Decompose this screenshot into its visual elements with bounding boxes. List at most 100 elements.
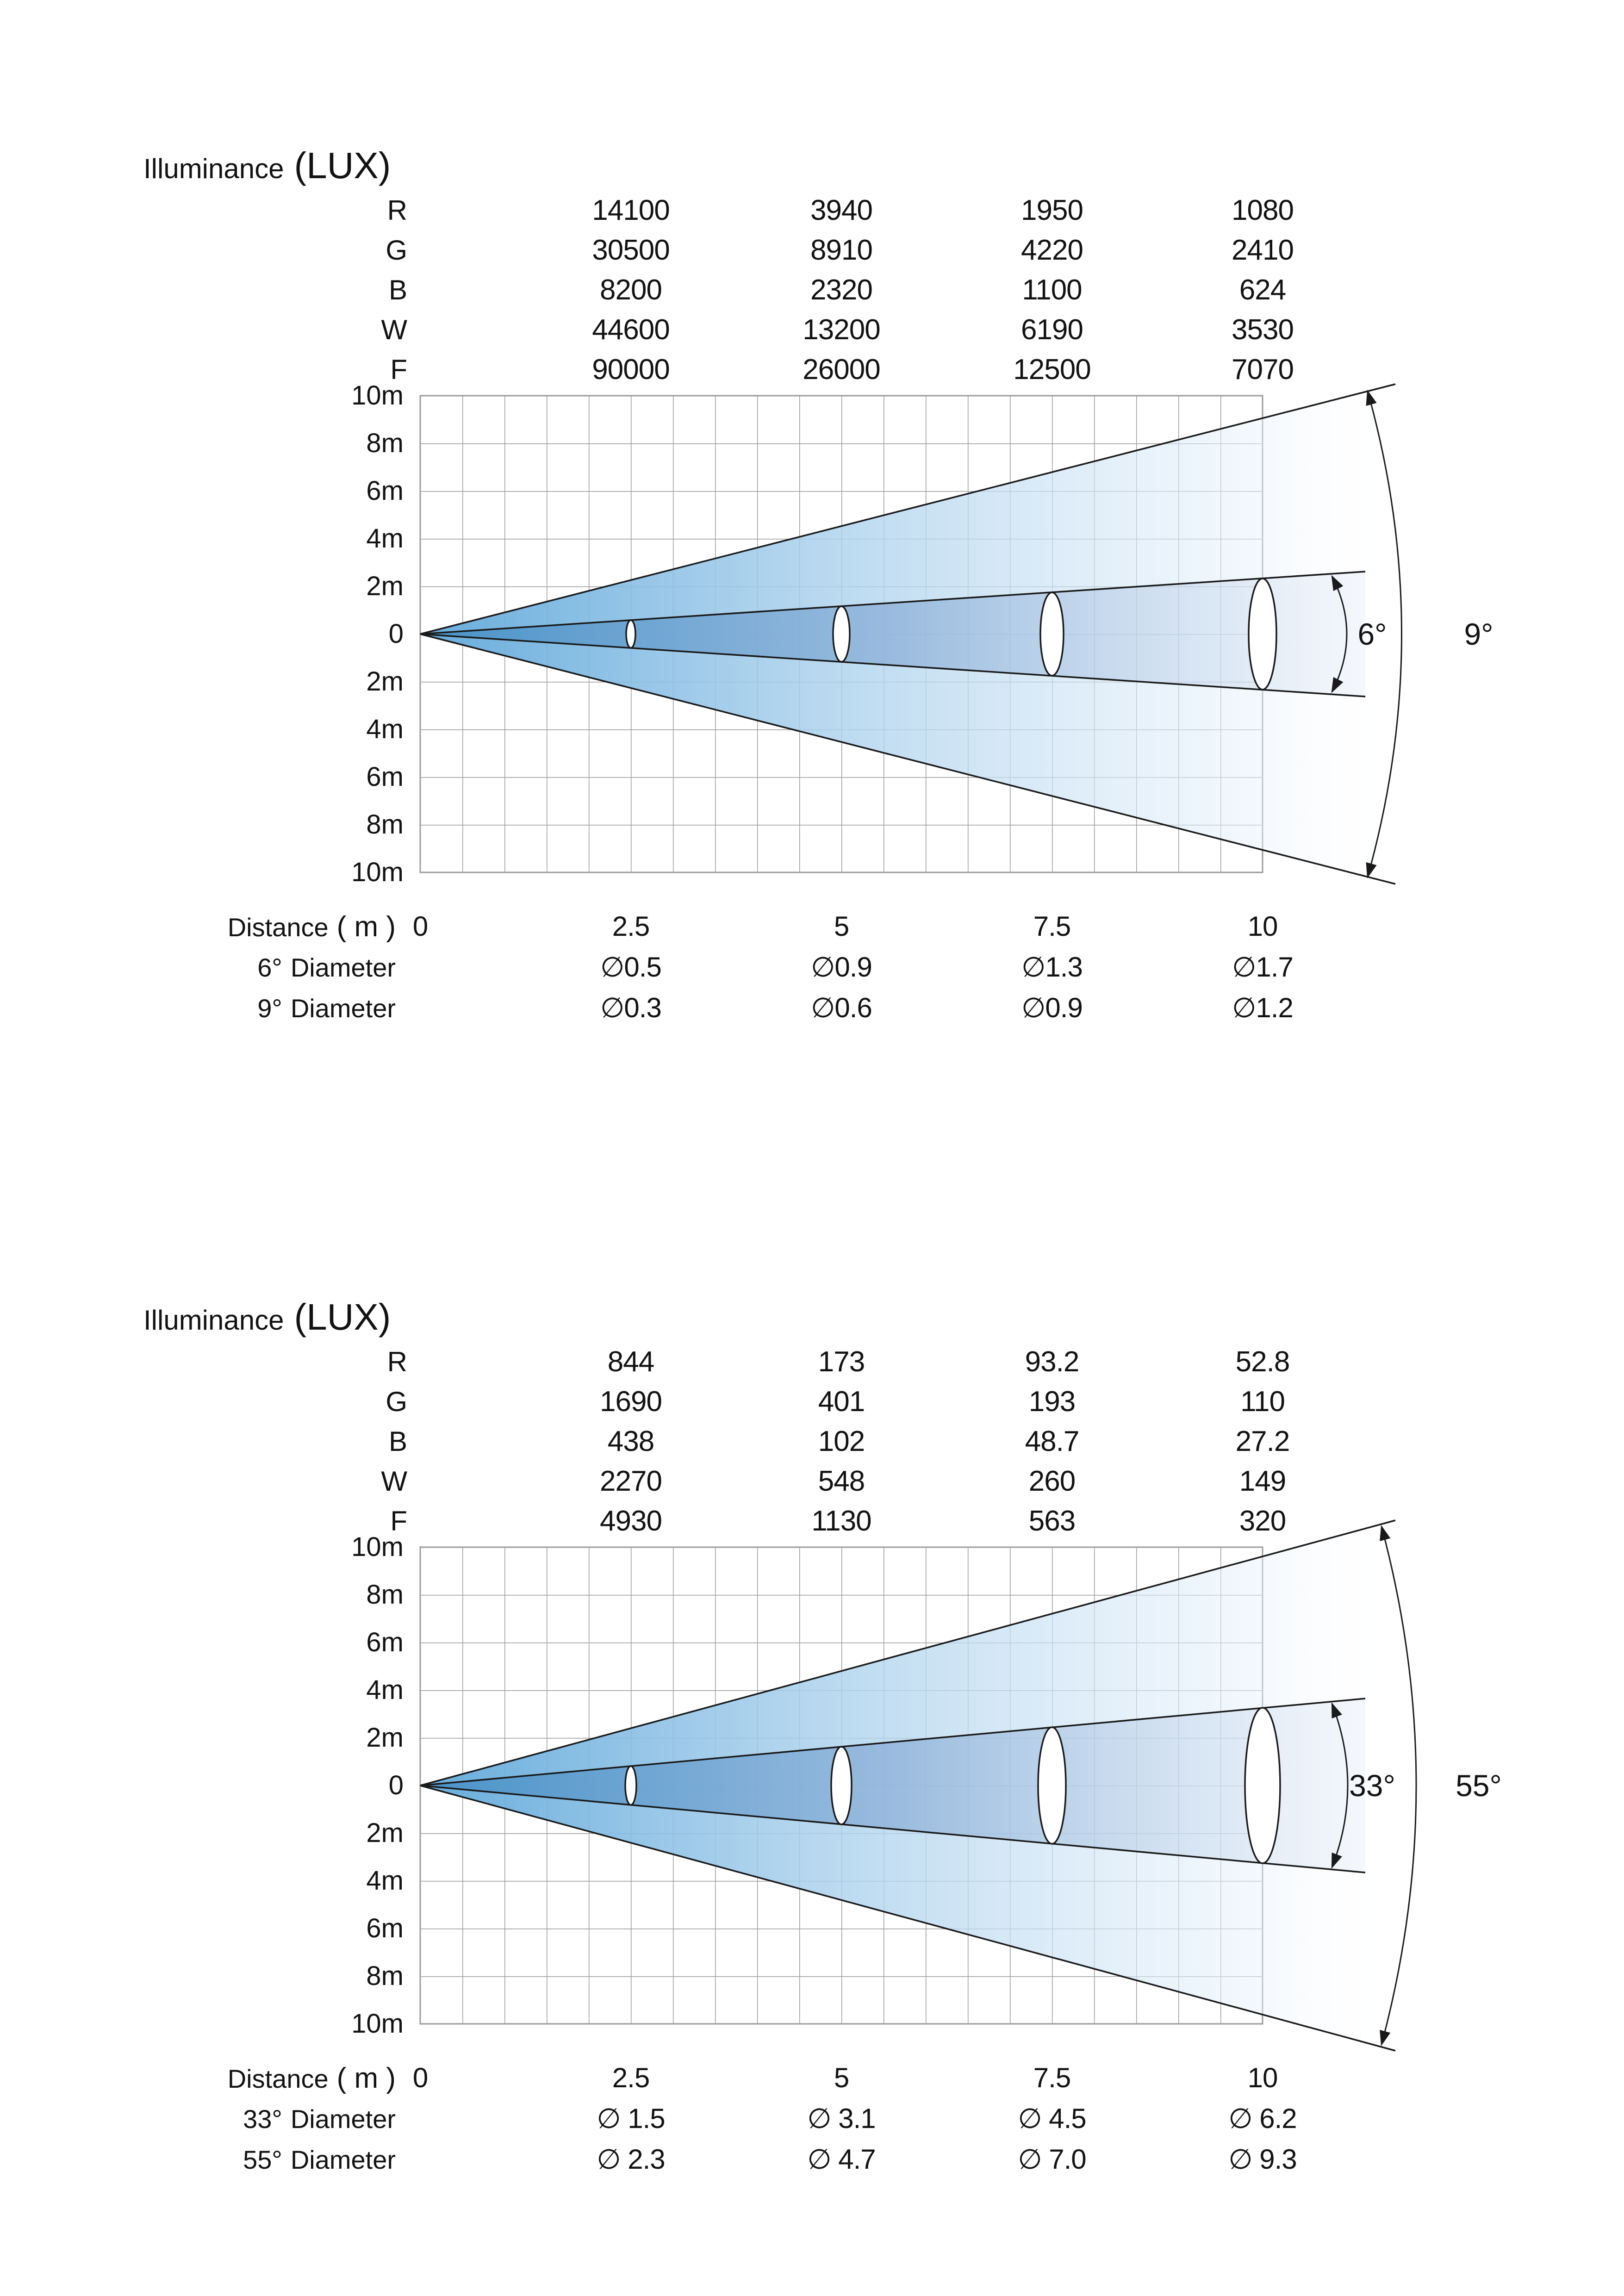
outer-beam-angle-label: 55° xyxy=(1456,1768,1502,1803)
lux-value: 438 xyxy=(607,1425,654,1457)
inner-beam-angle-label: 33° xyxy=(1349,1768,1395,1803)
y-tick: 8m xyxy=(366,1961,404,1991)
diameter-row-label: 6° Diameter xyxy=(167,950,396,985)
lux-value: 548 xyxy=(818,1465,865,1497)
diameter-angle: 6° xyxy=(257,953,282,982)
distance-value: 7.5 xyxy=(1033,911,1071,942)
diameter-text: Diameter xyxy=(290,2104,396,2134)
distance-row-label: Distance ( m ) xyxy=(167,909,396,945)
lux-value: 401 xyxy=(818,1386,865,1418)
distance-value: 7.5 xyxy=(1033,2062,1071,2093)
lux-value: 173 xyxy=(818,1346,865,1378)
lux-value: 2410 xyxy=(1232,234,1294,266)
y-tick: 6m xyxy=(366,762,404,792)
diameter-value: ∅1.7 xyxy=(1232,952,1294,983)
distance-label-text: Distance xyxy=(227,2064,329,2093)
beam-diagram-33-55 xyxy=(419,1519,1417,2052)
panel-title-text: Illuminance xyxy=(143,1305,284,1336)
lux-value: 1100 xyxy=(1022,274,1082,306)
lux-value: 844 xyxy=(607,1346,654,1378)
diameter-value: ∅ 1.5 xyxy=(597,2103,665,2134)
y-tick: 4m xyxy=(366,1866,404,1896)
diameter-value: ∅ 9.3 xyxy=(1228,2144,1297,2175)
beam-spot-ellipses xyxy=(624,1707,1281,1864)
lux-value: 260 xyxy=(1028,1465,1076,1497)
y-tick: 6m xyxy=(366,476,404,506)
lux-value: 14100 xyxy=(592,194,670,226)
lux-value: 2270 xyxy=(600,1465,662,1497)
lux-value: 2320 xyxy=(810,274,873,306)
y-tick: 6m xyxy=(366,1913,404,1943)
y-tick: 6m xyxy=(366,1627,404,1657)
panel-title: Illuminance (LUX) xyxy=(143,1296,391,1338)
beam-spot-ellipse xyxy=(1248,578,1277,691)
diameter-value: ∅1.2 xyxy=(1232,992,1294,1023)
lux-value: 4930 xyxy=(600,1505,662,1537)
beam-spot-ellipse xyxy=(1039,591,1064,677)
lux-value: 12500 xyxy=(1013,354,1091,386)
y-tick: 10m xyxy=(351,2009,404,2039)
beam-panel-6-9: Illuminance (LUX) R 14100 3940 1950 1080… xyxy=(0,0,1624,1134)
distance-unit: ( m ) xyxy=(336,911,396,943)
inner-beam-cone xyxy=(420,1698,1366,1873)
diameter-text: Diameter xyxy=(290,953,396,982)
diameter-angle: 33° xyxy=(243,2104,282,2134)
diameter-angle: 55° xyxy=(243,2145,282,2174)
diameter-text: Diameter xyxy=(290,994,396,1023)
lux-row-label: R xyxy=(387,1346,407,1377)
lux-value: 563 xyxy=(1028,1505,1076,1537)
beam-diagram-6-9 xyxy=(419,383,1402,885)
lux-value: 52.8 xyxy=(1235,1346,1290,1378)
panel-title: Illuminance (LUX) xyxy=(143,144,391,187)
lux-value: 3940 xyxy=(810,194,873,226)
lux-value: 149 xyxy=(1239,1465,1286,1497)
lux-value: 320 xyxy=(1239,1505,1286,1537)
lux-value: 624 xyxy=(1239,274,1286,306)
y-tick: 8m xyxy=(366,428,404,458)
panel-title-text: Illuminance xyxy=(143,153,284,184)
diameter-value: ∅0.9 xyxy=(1021,992,1083,1023)
y-tick: 2m xyxy=(366,1723,404,1753)
inner-beam-cone xyxy=(420,571,1366,697)
distance-value: 5 xyxy=(834,911,849,942)
y-tick: 2m xyxy=(366,1818,404,1848)
y-tick: 0 xyxy=(388,1770,404,1800)
y-tick: 8m xyxy=(366,1580,404,1610)
distance-value: 5 xyxy=(834,2062,849,2093)
diameter-value: ∅ 7.0 xyxy=(1018,2144,1086,2175)
distance-row-label: Distance ( m ) xyxy=(167,2061,396,2096)
y-tick: 10m xyxy=(351,1532,404,1562)
outer-angle-arc xyxy=(1366,390,1402,878)
diameter-row-label: 55° Diameter xyxy=(167,2142,396,2178)
lux-value: 8200 xyxy=(600,274,662,306)
distance-value: 10 xyxy=(1247,911,1278,942)
beam-spot-ellipse xyxy=(832,605,851,663)
lux-value: 7070 xyxy=(1232,354,1294,386)
diameter-value: ∅ 4.5 xyxy=(1018,2103,1086,2134)
y-tick: 2m xyxy=(366,571,404,601)
panel-title-unit: (LUX) xyxy=(294,1296,391,1338)
angle-arcs xyxy=(1331,390,1402,878)
lux-row-label: G xyxy=(386,1386,407,1417)
panel-title-unit: (LUX) xyxy=(294,145,391,186)
beam-panel-33-55: Illuminance (LUX) R 844 173 93.2 52.8 G … xyxy=(0,1151,1624,2285)
lux-value: 44600 xyxy=(592,314,670,346)
y-tick: 10m xyxy=(351,857,404,887)
diameter-row-label: 9° Diameter xyxy=(167,991,396,1026)
lux-value: 4220 xyxy=(1021,234,1083,266)
lux-value: 1950 xyxy=(1021,194,1083,226)
beam-spot-ellipse xyxy=(624,1765,637,1806)
y-tick: 2m xyxy=(366,666,404,697)
lux-value: 27.2 xyxy=(1235,1425,1290,1457)
diameter-value: ∅ 6.2 xyxy=(1228,2103,1297,2134)
diameter-value: ∅0.6 xyxy=(811,992,872,1023)
inner-angle-arc xyxy=(1331,575,1348,693)
distance-value: 2.5 xyxy=(612,2062,650,2093)
lux-row-label: G xyxy=(386,235,407,266)
distance-value: 0 xyxy=(412,911,428,942)
y-tick: 8m xyxy=(366,809,404,840)
lux-value: 26000 xyxy=(803,354,880,386)
diameter-text: Diameter xyxy=(290,2145,396,2174)
lux-value: 13200 xyxy=(803,314,880,346)
y-tick: 4m xyxy=(366,714,404,744)
